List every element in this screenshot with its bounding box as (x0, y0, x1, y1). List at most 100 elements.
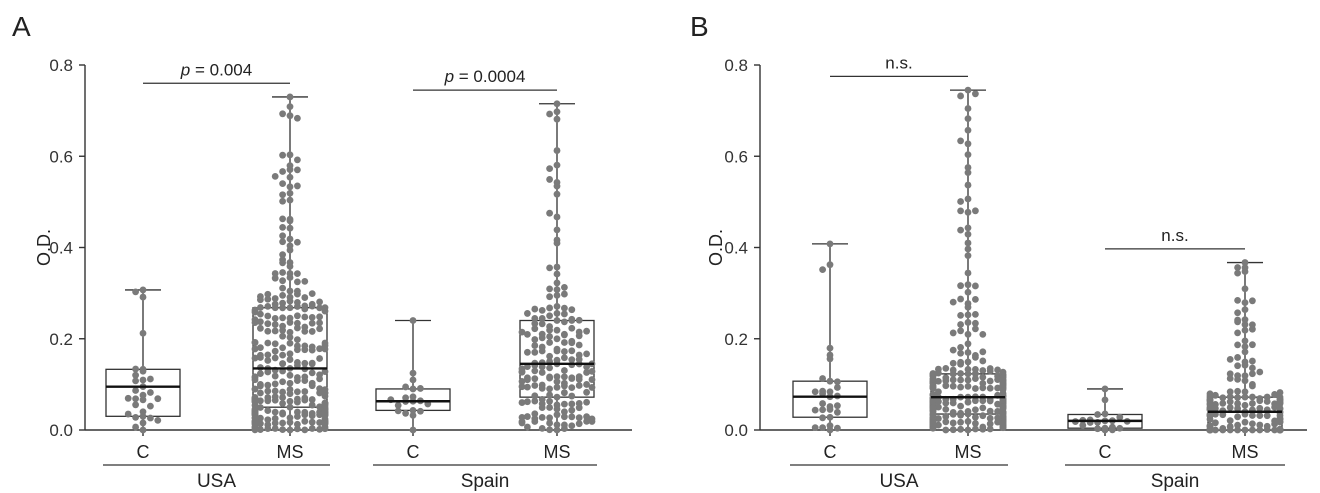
data-point (957, 360, 964, 368)
data-point (964, 349, 972, 356)
data-point (964, 281, 972, 289)
data-point (308, 346, 316, 354)
data-point (1206, 390, 1214, 398)
data-point (1234, 426, 1241, 434)
data-point (409, 426, 417, 434)
data-point (1241, 299, 1249, 306)
data-point (949, 329, 957, 337)
data-point (561, 331, 568, 339)
data-point (1276, 399, 1284, 407)
data-point (964, 340, 972, 348)
panel-letter: A (12, 11, 31, 42)
data-point (1241, 337, 1249, 345)
data-point (964, 382, 972, 390)
data-point (257, 420, 264, 427)
data-point (279, 223, 286, 231)
data-point (531, 367, 539, 375)
data-point (546, 333, 553, 340)
data-point (308, 412, 316, 420)
data-point (553, 347, 561, 355)
data-point (279, 360, 286, 368)
data-point (994, 384, 1001, 392)
data-point (942, 413, 950, 420)
x-tick-label: MS (955, 442, 982, 462)
data-point (979, 373, 987, 381)
data-point (1109, 426, 1116, 434)
data-point (394, 407, 402, 415)
data-point (271, 408, 279, 416)
data-point (531, 410, 539, 418)
data-point (972, 207, 979, 215)
data-point (826, 261, 834, 269)
data-point (1249, 400, 1256, 407)
data-point (964, 164, 972, 171)
data-point (518, 399, 526, 406)
significance-p: p (444, 67, 454, 86)
data-point (1263, 398, 1271, 405)
data-point (568, 400, 576, 408)
data-point (1263, 426, 1271, 433)
data-point (546, 374, 553, 382)
data-point (316, 319, 323, 327)
data-point (251, 354, 259, 362)
data-point (546, 304, 553, 312)
data-point (271, 270, 279, 277)
data-point (811, 424, 819, 432)
data-point (286, 328, 294, 336)
data-point (264, 387, 272, 395)
data-point (964, 239, 972, 247)
data-point (553, 326, 561, 334)
data-point (321, 420, 329, 427)
data-point (271, 387, 279, 395)
data-point (1241, 377, 1249, 385)
data-point (139, 367, 147, 375)
data-point (264, 381, 272, 389)
data-point (531, 382, 539, 389)
y-tick-label: 0.0 (724, 421, 748, 440)
data-point (553, 226, 561, 234)
data-point (553, 309, 561, 317)
y-tick-label: 0.4 (724, 239, 748, 258)
group-label: USA (197, 471, 236, 492)
data-point (538, 363, 546, 371)
data-point (316, 375, 323, 383)
data-point (1206, 397, 1214, 405)
significance-value: = 0.004 (190, 60, 252, 79)
data-point (957, 411, 964, 419)
data-point (132, 377, 140, 385)
data-point (964, 208, 972, 216)
data-point (1241, 426, 1249, 434)
y-tick-label: 0.6 (49, 147, 73, 166)
data-point (819, 390, 826, 398)
data-point (553, 405, 561, 413)
data-point (271, 419, 279, 427)
data-point (301, 377, 309, 384)
data-point (957, 92, 964, 100)
data-point (294, 377, 301, 384)
data-point (561, 367, 568, 374)
data-point (575, 332, 583, 340)
data-point (994, 376, 1001, 383)
significance-value: = 0.0004 (454, 67, 525, 86)
data-point (286, 304, 294, 312)
panel-letter: B (690, 11, 709, 42)
data-point (316, 355, 323, 362)
data-point (553, 147, 561, 154)
data-point (279, 326, 286, 334)
data-point (1241, 372, 1249, 380)
data-point (264, 351, 272, 359)
data-point (1212, 404, 1219, 412)
data-point (929, 404, 937, 411)
data-point (524, 348, 531, 356)
data-point (271, 304, 279, 312)
data-point (308, 369, 316, 377)
data-point (561, 290, 568, 298)
data-point (583, 363, 590, 371)
data-point (1101, 385, 1109, 393)
data-point (819, 406, 826, 414)
data-point (279, 304, 286, 312)
data-point (279, 314, 286, 322)
data-point (531, 305, 539, 313)
data-point (409, 406, 417, 414)
